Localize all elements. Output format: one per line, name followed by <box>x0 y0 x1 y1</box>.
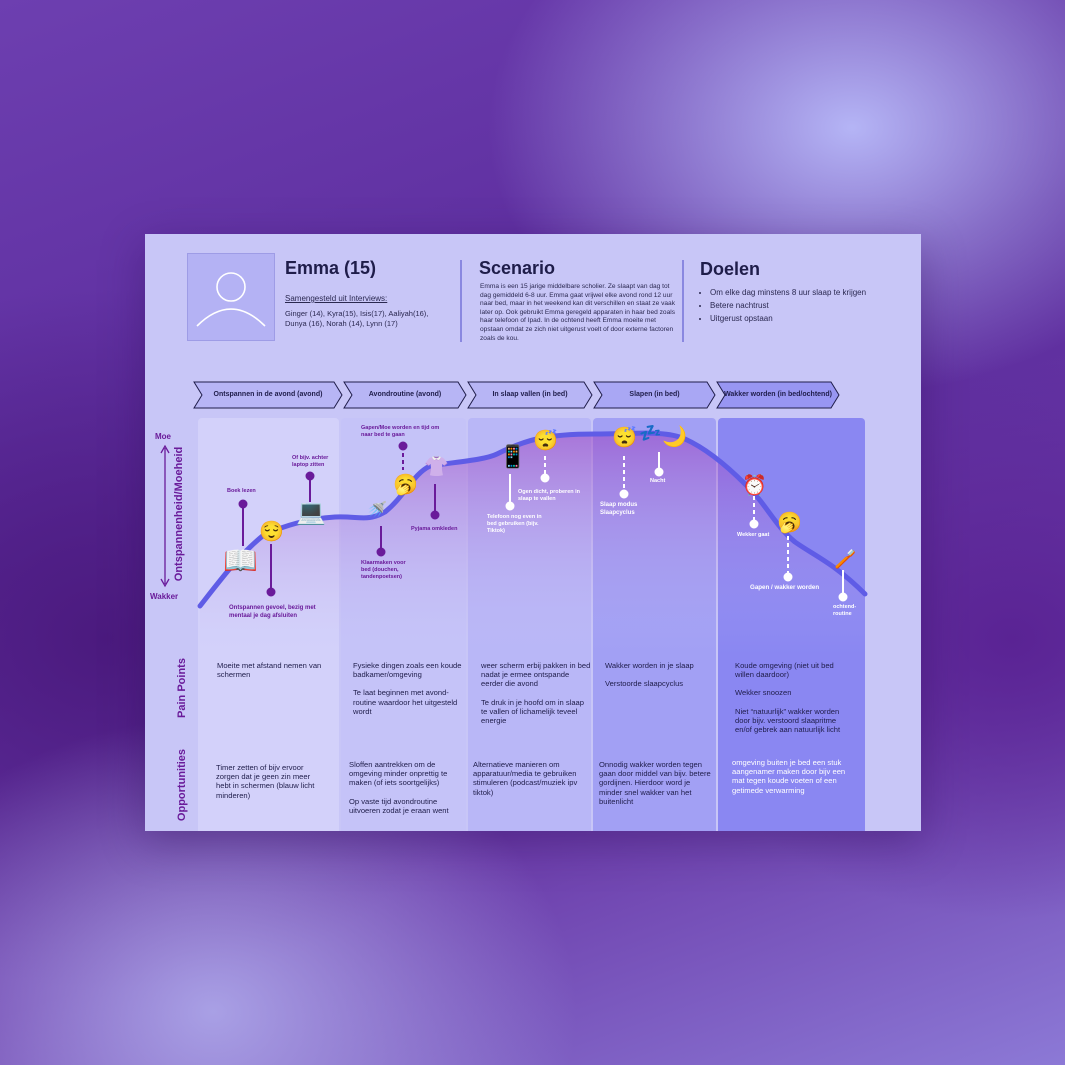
pain-point: Te druk in je hoofd om in slaap te valle… <box>481 697 584 726</box>
persona-name: Emma (15) <box>285 258 377 278</box>
header-divider <box>682 260 684 342</box>
pain-point: Niet “natuurlijk” wakker worden door bij… <box>735 706 841 735</box>
phase-label: Slapen (in bed) <box>629 391 680 398</box>
doelen-title: Doelen <box>700 259 761 279</box>
pain-points-cell: Wakker worden in je slaap Verstoorde sla… <box>605 661 715 697</box>
opportunity: Op vaste tijd avondroutine uitvoeren zod… <box>349 796 449 815</box>
toothbrush-icon: 🪥 <box>834 549 857 569</box>
phone-icon: 📱 <box>499 444 527 469</box>
opportunity: Timer zetten of bijv ervoor zorgen dat j… <box>216 763 315 800</box>
doelen-list: Om elke dag minstens 8 uur slaap te krij… <box>700 286 866 325</box>
axis-bottom-label: Wakker <box>150 592 179 601</box>
scenario-title: Scenario <box>479 258 556 278</box>
zzz-icon: 💤 <box>639 423 662 443</box>
pain-point: Moeite met afstand nemen van schermen <box>217 661 322 680</box>
annotation-ontspannen: Ontspannen gevoel, bezig met mentaal je … <box>229 605 316 619</box>
opportunities-cell: Onnodig wakker worden tegen gaan door mi… <box>599 760 715 815</box>
axis-label: Ontspannenheid/Moeheid <box>173 446 185 582</box>
opportunities-cell: Sloffen aantrekken om de omgeving minder… <box>349 760 461 824</box>
pain-point: Verstoorde slaapcyclus <box>605 679 684 689</box>
opportunities-cell: Timer zetten of bijv ervoor zorgen dat j… <box>216 763 322 809</box>
pain-point: Wakker worden in je slaap <box>605 661 694 670</box>
annotation-gapen-wakker: Gapen / wakker worden <box>750 584 820 591</box>
phase-arrow-in-slaap-vallen: In slaap vallen (in bed) <box>467 381 593 409</box>
row-label-opportunities: Opportunities <box>176 748 188 822</box>
annotation-ochtendroutine: ochtend-routine <box>833 604 857 617</box>
pain-point: Te laat beginnen met avond-routine waard… <box>353 688 458 716</box>
pyjama-icon: 👚 <box>424 456 449 478</box>
phase-label: Ontspannen in de avond (avond) <box>213 391 323 398</box>
opportunity: Onnodig wakker worden tegen gaan door mi… <box>599 760 711 806</box>
annotation-slaap-modus: Slaap modus Slaapcyclus <box>600 502 638 516</box>
persona-interviewees: Ginger (14), Kyra(15), Isis(17), Aaliyah… <box>285 309 429 328</box>
persona-subtitle: Samengesteld uit Interviews: <box>285 294 388 303</box>
phase-arrow-wakker-worden: Wakker worden (in bed/ochtend) <box>716 381 840 409</box>
doel-item: Betere nachtrust <box>710 299 866 312</box>
sleeping-face-icon: 😴 <box>612 427 637 449</box>
annotation-ogen-dicht: Ogen dicht, proberen in slaap te vallen <box>518 489 581 502</box>
scenario-text: Emma is een 15 jarige middelbare scholie… <box>480 283 675 342</box>
journey-curve-layer <box>160 430 868 654</box>
alarm-clock-icon: ⏰ <box>742 475 767 497</box>
pain-point: Koude omgeving (niet uit bed willen daar… <box>735 661 834 680</box>
annotation-gapen: Gapen/Moe worden en tijd om naar bed te … <box>361 425 440 438</box>
pain-points-cell: weer scherm erbij pakken in bed nadat je… <box>481 661 591 734</box>
pain-point: Fysieke dingen zoals een koude badkamer/… <box>353 661 462 680</box>
annotation-boek-lezen: Boek lezen <box>227 488 256 494</box>
phase-label: Avondroutine (avond) <box>368 391 442 398</box>
journey-curve <box>197 430 868 609</box>
annotation-pyjama: Pyjama omkleden <box>411 526 458 532</box>
annotation-telefoon: Telefoon nog even in bed gebruiken (bijv… <box>487 514 542 534</box>
header-divider <box>460 260 462 342</box>
relieved-face-icon: 😌 <box>259 521 284 543</box>
annotation-wekker-gaat: Wekker gaat <box>737 532 770 538</box>
row-label-pain-points: Pain Points <box>176 658 188 718</box>
moon-icon: 🌙 <box>662 426 687 448</box>
pain-points-cell: Fysieke dingen zoals een koude badkamer/… <box>353 661 463 725</box>
journey-map-card: Emma (15) Samengesteld uit Interviews: G… <box>145 234 921 831</box>
opportunity: omgeving buiten je bed een stuk aangenam… <box>732 758 846 795</box>
pain-points-cell: Moeite met afstand nemen van schermen <box>217 661 327 688</box>
user-avatar-icon <box>196 272 266 327</box>
pain-point: Wekker snoozen <box>735 688 792 698</box>
pain-point: weer scherm erbij pakken in bed nadat je… <box>481 661 591 689</box>
sleepy-face-icon: 😴 <box>533 430 558 452</box>
axis-top-label: Moe <box>155 432 171 441</box>
phase-arrow-avondroutine: Avondroutine (avond) <box>343 381 467 409</box>
shower-icon: 🚿 <box>367 502 387 519</box>
yawning-face-icon: 🥱 <box>777 512 802 534</box>
annotation-nacht: Nacht <box>650 478 666 484</box>
yawning-face-icon: 🥱 <box>393 474 418 496</box>
opportunities-cell: omgeving buiten je bed een stuk aangenam… <box>732 758 850 804</box>
avatar <box>187 253 275 341</box>
doel-item: Om elke dag minstens 8 uur slaap te krij… <box>710 286 866 299</box>
annotation-klaarmaken: Klaarmaken voor bed (douchen, tandenpoet… <box>361 560 406 580</box>
opportunities-cell: Alternatieve manieren om apparatuur/medi… <box>473 760 589 806</box>
opportunity: Sloffen aantrekken om de omgeving minder… <box>349 760 448 788</box>
phase-label: Wakker worden (in bed/ochtend) <box>724 391 832 398</box>
phase-arrow-ontspannen: Ontspannen in de avond (avond) <box>193 381 343 409</box>
annotation-laptop: Of bijv. achter laptop zitten <box>292 455 329 468</box>
journey-area <box>200 433 865 654</box>
opportunity: Alternatieve manieren om apparatuur/medi… <box>473 760 578 797</box>
phase-label: In slaap vallen (in bed) <box>492 391 568 398</box>
laptop-icon: 💻 <box>296 499 326 526</box>
pain-points-cell: Koude omgeving (niet uit bed willen daar… <box>735 661 853 743</box>
book-icon: 📖 <box>223 545 258 576</box>
doel-item: Uitgerust opstaan <box>710 312 866 325</box>
phase-arrow-slapen: Slapen (in bed) <box>593 381 716 409</box>
